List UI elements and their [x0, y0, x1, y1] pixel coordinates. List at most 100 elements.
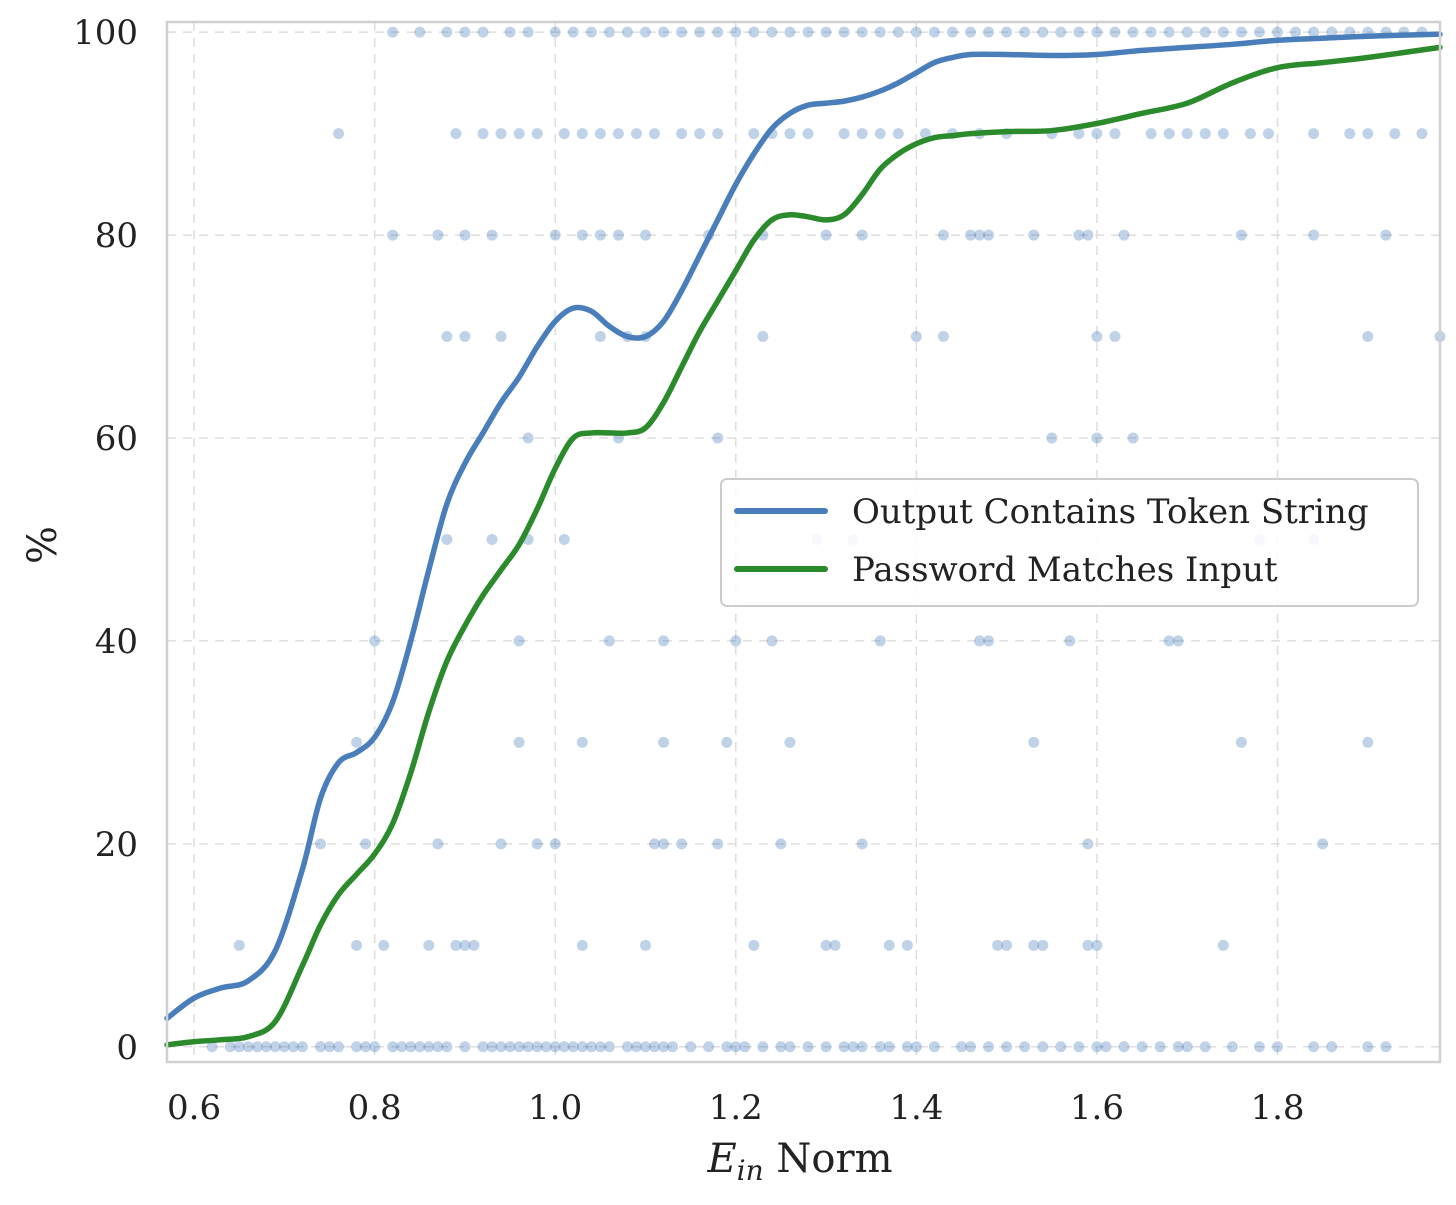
- scatter-point: [1362, 331, 1374, 343]
- scatter-point: [757, 1041, 769, 1053]
- scatter-point: [775, 1041, 787, 1053]
- scatter-point: [1199, 128, 1211, 140]
- scatter-point: [640, 26, 652, 38]
- scatter-point: [856, 26, 868, 38]
- scatter-point: [540, 1041, 552, 1053]
- scatter-point: [838, 26, 850, 38]
- scatter-point: [296, 1041, 308, 1053]
- scatter-point: [802, 26, 814, 38]
- scatter-point: [748, 26, 760, 38]
- scatter-point: [1181, 26, 1193, 38]
- scatter-point: [432, 229, 444, 241]
- scatter-point: [1235, 736, 1247, 748]
- scatter-point: [459, 229, 471, 241]
- scatter-point: [658, 1041, 670, 1053]
- scatter-point: [667, 1041, 679, 1053]
- scatter-point: [856, 838, 868, 850]
- scatter-point: [1001, 1041, 1013, 1053]
- scatter-point: [612, 229, 624, 241]
- scatter-point: [874, 128, 886, 140]
- scatter-point: [1344, 128, 1356, 140]
- scatter-point: [856, 229, 868, 241]
- scatter-point: [992, 939, 1004, 951]
- scatter-point: [757, 331, 769, 343]
- scatter-point: [1380, 229, 1392, 241]
- scatter-point: [1181, 1041, 1193, 1053]
- scatter-point: [423, 939, 435, 951]
- scatter-point: [369, 635, 381, 647]
- scatter-point: [314, 1041, 326, 1053]
- scatter-point: [658, 26, 670, 38]
- scatter-point: [1082, 229, 1094, 241]
- scatter-point: [576, 736, 588, 748]
- scatter-point: [965, 26, 977, 38]
- scatter-point: [414, 1041, 426, 1053]
- scatter-point: [1416, 128, 1428, 140]
- scatter-point: [1317, 838, 1329, 850]
- scatter-point: [432, 1041, 444, 1053]
- scatter-point: [1226, 1041, 1238, 1053]
- scatter-point: [1362, 128, 1374, 140]
- scatter-point: [233, 939, 245, 951]
- scatter-point: [712, 128, 724, 140]
- scatter-point: [459, 26, 471, 38]
- legend-box: [720, 478, 1419, 607]
- scatter-point: [1308, 1041, 1320, 1053]
- scatter-point: [892, 128, 904, 140]
- scatter-point: [206, 1041, 218, 1053]
- scatter-point: [1253, 26, 1265, 38]
- scatter-point: [1001, 26, 1013, 38]
- scatter-point: [423, 1041, 435, 1053]
- scatter-point: [983, 26, 995, 38]
- scatter-point: [378, 939, 390, 951]
- scatter-point: [459, 331, 471, 343]
- scatter-point: [1118, 229, 1130, 241]
- scatter-point: [658, 736, 670, 748]
- scatter-point: [441, 331, 453, 343]
- y-axis-label: %: [20, 526, 66, 564]
- scatter-point: [233, 1041, 245, 1053]
- scatter-point: [1253, 1041, 1265, 1053]
- series-lines: [164, 31, 1443, 1048]
- scatter-point: [396, 1041, 408, 1053]
- scatter-point: [685, 1041, 697, 1053]
- x-tick-label: 1.6: [1070, 1088, 1124, 1128]
- scatter-point: [748, 128, 760, 140]
- scatter-point: [414, 26, 426, 38]
- scatter-point: [676, 26, 688, 38]
- scatter-point: [459, 939, 471, 951]
- scatter-point: [549, 838, 561, 850]
- scatter-point: [928, 26, 940, 38]
- scatter-point: [1235, 26, 1247, 38]
- scatter-point: [712, 26, 724, 38]
- scatter-point: [1091, 128, 1103, 140]
- scatter-point: [928, 1041, 940, 1053]
- scatter-point: [351, 939, 363, 951]
- scatter-point: [829, 939, 841, 951]
- scatter-point: [712, 432, 724, 444]
- scatter-point: [549, 26, 561, 38]
- x-axis-label: Ein Norm: [706, 1136, 892, 1187]
- scatter-point: [1199, 26, 1211, 38]
- scatter-point: [1109, 26, 1121, 38]
- scatter-point: [1055, 26, 1067, 38]
- scatter-point: [1217, 128, 1229, 140]
- scatter-point: [892, 26, 904, 38]
- scatter-point: [874, 635, 886, 647]
- scatter-point: [441, 1041, 453, 1053]
- scatter-point: [1136, 1041, 1148, 1053]
- scatter-point: [1073, 229, 1085, 241]
- scatter-point: [621, 1041, 633, 1053]
- scatter-point: [1100, 1041, 1112, 1053]
- scatter-point: [387, 1041, 399, 1053]
- scatter-point: [495, 331, 507, 343]
- scatter-point: [513, 1041, 525, 1053]
- scatter-point: [567, 26, 579, 38]
- scatter-point: [838, 1041, 850, 1053]
- scatter-point: [1091, 432, 1103, 444]
- scatter-point: [676, 128, 688, 140]
- scatter-point: [1163, 128, 1175, 140]
- scatter-point: [910, 26, 922, 38]
- scatter-point: [314, 838, 326, 850]
- scatter-point: [820, 26, 832, 38]
